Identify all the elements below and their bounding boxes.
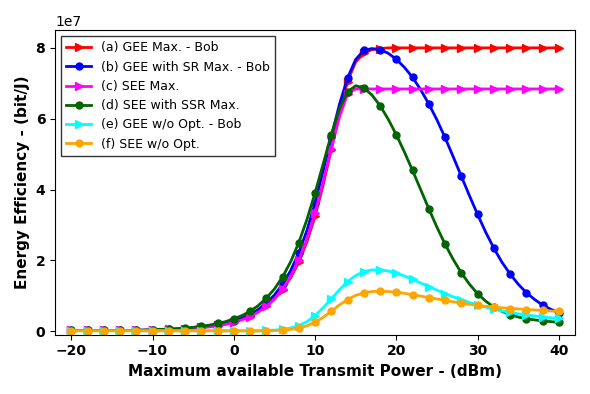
(e) GEE w/o Opt. - Bob — [499, 309, 506, 313]
(a) GEE Max. - Bob — [385, 46, 392, 50]
(c) SEE Max. — [352, 87, 359, 91]
(a) GEE Max. - Bob — [68, 328, 75, 333]
(f) SEE w/o Opt. — [165, 329, 172, 333]
(e) GEE w/o Opt. - Bob — [368, 268, 375, 272]
(a) GEE Max. - Bob — [182, 326, 189, 331]
(c) SEE Max. — [238, 318, 245, 322]
(f) SEE w/o Opt. — [360, 290, 368, 295]
(c) SEE Max. — [182, 327, 189, 331]
Legend: (a) GEE Max. - Bob, (b) GEE with SR Max. - Bob, (c) SEE Max., (d) SEE with SSR M: (a) GEE Max. - Bob, (b) GEE with SR Max.… — [61, 36, 275, 156]
(a) GEE Max. - Bob — [327, 147, 335, 152]
(f) SEE w/o Opt. — [238, 329, 245, 333]
Line: (e) GEE w/o Opt. - Bob: (e) GEE w/o Opt. - Bob — [67, 266, 563, 335]
(b) GEE with SR Max. - Bob — [165, 327, 172, 332]
(a) GEE Max. - Bob — [499, 46, 506, 50]
(d) SEE with SSR Max. — [555, 320, 562, 325]
(e) GEE w/o Opt. - Bob — [555, 316, 562, 321]
(e) GEE w/o Opt. - Bob — [238, 329, 245, 333]
(e) GEE w/o Opt. - Bob — [182, 329, 189, 333]
(d) SEE with SSR Max. — [68, 328, 75, 333]
Line: (f) SEE w/o Opt.: (f) SEE w/o Opt. — [68, 288, 562, 334]
(b) GEE with SR Max. - Bob — [555, 310, 562, 315]
(b) GEE with SR Max. - Bob — [327, 135, 335, 139]
Line: (d) SEE with SSR Max.: (d) SEE with SSR Max. — [68, 82, 562, 334]
(c) SEE Max. — [368, 87, 375, 91]
(b) GEE with SR Max. - Bob — [68, 328, 75, 333]
Line: (a) GEE Max. - Bob: (a) GEE Max. - Bob — [67, 44, 563, 335]
(f) SEE w/o Opt. — [555, 309, 562, 314]
(a) GEE Max. - Bob — [165, 327, 172, 332]
X-axis label: Maximum available Transmit Power - (dBm): Maximum available Transmit Power - (dBm) — [128, 364, 502, 379]
(b) GEE with SR Max. - Bob — [238, 316, 245, 320]
Line: (c) SEE Max.: (c) SEE Max. — [67, 85, 563, 335]
(e) GEE w/o Opt. - Bob — [68, 329, 75, 333]
(e) GEE w/o Opt. - Bob — [360, 269, 368, 274]
(e) GEE w/o Opt. - Bob — [327, 297, 335, 301]
(c) SEE Max. — [555, 87, 562, 91]
(b) GEE with SR Max. - Bob — [182, 326, 189, 331]
(d) SEE with SSR Max. — [327, 132, 335, 137]
(d) SEE with SSR Max. — [238, 313, 245, 318]
(d) SEE with SSR Max. — [368, 93, 375, 97]
(f) SEE w/o Opt. — [68, 329, 75, 333]
(e) GEE w/o Opt. - Bob — [165, 329, 172, 333]
(a) GEE Max. - Bob — [555, 46, 562, 50]
(f) SEE w/o Opt. — [182, 329, 189, 333]
(f) SEE w/o Opt. — [327, 309, 335, 314]
(f) SEE w/o Opt. — [376, 289, 384, 294]
(a) GEE Max. - Bob — [360, 51, 368, 56]
(b) GEE with SR Max. - Bob — [368, 46, 375, 51]
(b) GEE with SR Max. - Bob — [360, 48, 368, 53]
Line: (b) GEE with SR Max. - Bob: (b) GEE with SR Max. - Bob — [68, 45, 562, 334]
(d) SEE with SSR Max. — [165, 327, 172, 331]
(c) SEE Max. — [165, 327, 172, 332]
(c) SEE Max. — [499, 87, 506, 91]
(c) SEE Max. — [68, 328, 75, 333]
(f) SEE w/o Opt. — [499, 305, 506, 310]
(b) GEE with SR Max. - Bob — [499, 260, 506, 264]
Y-axis label: Energy Efficiency - (bit/J): Energy Efficiency - (bit/J) — [15, 76, 30, 289]
(d) SEE with SSR Max. — [352, 84, 359, 88]
(c) SEE Max. — [327, 147, 335, 151]
(a) GEE Max. - Bob — [238, 317, 245, 322]
(d) SEE with SSR Max. — [499, 309, 506, 314]
(d) SEE with SSR Max. — [182, 325, 189, 330]
